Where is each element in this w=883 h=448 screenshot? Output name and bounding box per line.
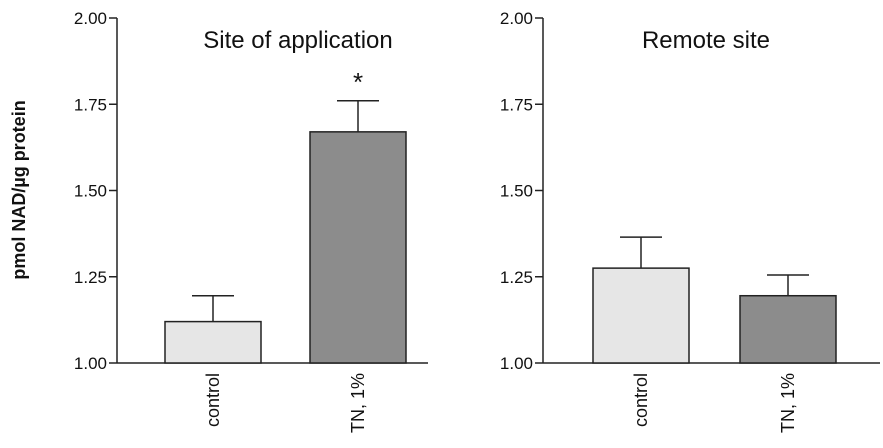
category-label: TN, 1% <box>348 373 368 433</box>
panel-title: Remote site <box>642 27 770 54</box>
y-tick-label: 1.25 <box>500 268 533 287</box>
y-tick-label: 2.00 <box>74 9 107 28</box>
significance-marker: * <box>353 67 363 97</box>
y-tick-label: 2.00 <box>500 9 533 28</box>
y-tick-label: 1.00 <box>74 354 107 373</box>
y-axis-label: pmol NAD/µg protein <box>9 100 29 279</box>
category-label: TN, 1% <box>778 373 798 433</box>
y-tick-label: 1.00 <box>500 354 533 373</box>
bar <box>739 294 837 364</box>
y-tick-label: 1.50 <box>74 182 107 201</box>
category-label: control <box>203 373 223 427</box>
bar <box>164 320 262 364</box>
y-tick-label: 1.25 <box>74 268 107 287</box>
y-tick-label: 1.50 <box>500 182 533 201</box>
y-tick-label: 1.75 <box>500 95 533 114</box>
panel-title: Site of application <box>203 27 392 54</box>
y-tick-label: 1.75 <box>74 95 107 114</box>
bar <box>592 267 690 364</box>
bar <box>309 131 407 364</box>
category-label: control <box>631 373 651 427</box>
